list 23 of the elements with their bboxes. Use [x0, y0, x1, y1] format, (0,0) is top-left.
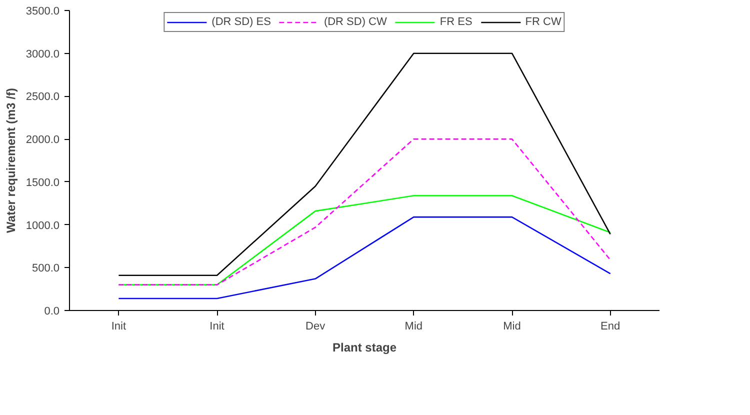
x-tick-label: Init — [111, 320, 126, 332]
x-tick-label: Mid — [404, 320, 423, 332]
y-tick-label: 3000.0 — [26, 48, 60, 60]
legend-label: FR CW — [525, 15, 562, 29]
legend-label: (DR SD) ES — [212, 15, 271, 29]
x-tick-label: Dev — [306, 320, 326, 332]
y-tick-label: 3500.0 — [26, 6, 60, 18]
x-tick-label: Mid — [503, 320, 521, 332]
x-axis-title: Plant stage — [332, 340, 397, 354]
line-series — [118, 52, 611, 276]
legend-label: FR ES — [440, 15, 472, 29]
y-tick-label: 1500.0 — [26, 176, 60, 189]
x-tick-label: End — [600, 320, 620, 332]
line-series — [118, 216, 611, 300]
y-tick-label: 0.0 — [44, 306, 60, 318]
y-tick-label: 500.0 — [32, 262, 60, 275]
y-axis-title: Water requirement (m3 /f) — [4, 88, 18, 233]
y-tick-label: 2000.0 — [26, 134, 60, 146]
y-tick-label: 2500.0 — [26, 91, 60, 104]
legend-label: (DR SD) CW — [324, 15, 387, 29]
line-series — [118, 138, 611, 286]
y-tick-label: 1000.0 — [26, 220, 60, 232]
x-tick-label: Init — [210, 320, 224, 332]
